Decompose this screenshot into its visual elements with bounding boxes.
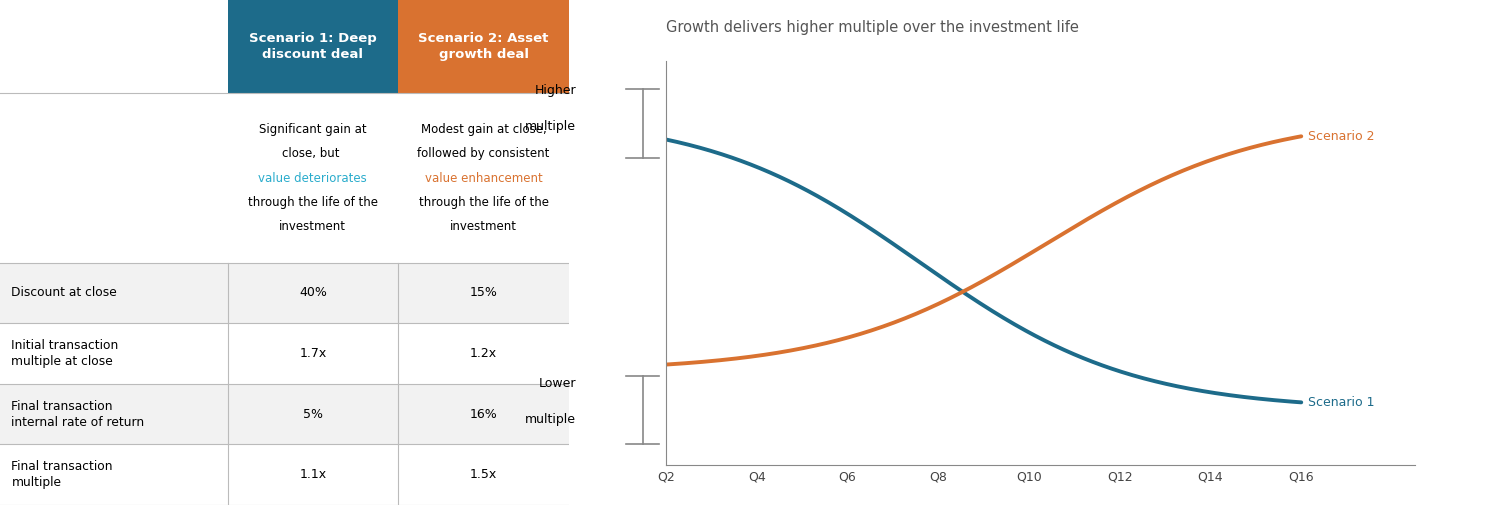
- Text: Scenario 2: Asset
growth deal: Scenario 2: Asset growth deal: [418, 32, 549, 62]
- Bar: [0, 444, 569, 505]
- Text: close, but: close, but: [283, 147, 343, 160]
- Text: multiple: multiple: [525, 120, 576, 133]
- Text: value deteriorates: value deteriorates: [259, 172, 367, 184]
- Text: value enhancement: value enhancement: [425, 172, 542, 184]
- Bar: [398, 0, 569, 93]
- Text: 16%: 16%: [470, 408, 497, 421]
- Text: investment: investment: [280, 220, 346, 233]
- Text: Scenario 1: Scenario 1: [1308, 396, 1374, 409]
- Text: through the life of the: through the life of the: [419, 196, 548, 209]
- Text: Final transaction
internal rate of return: Final transaction internal rate of retur…: [12, 399, 145, 429]
- Text: Modest gain at close,: Modest gain at close,: [421, 123, 546, 136]
- Text: Growth delivers higher multiple over the investment life: Growth delivers higher multiple over the…: [666, 20, 1079, 35]
- Text: Initial transaction
multiple at close: Initial transaction multiple at close: [12, 339, 118, 368]
- Text: 1.2x: 1.2x: [470, 347, 497, 360]
- Bar: [0, 384, 569, 444]
- Text: Significant gain at: Significant gain at: [259, 123, 367, 136]
- Text: Scenario 2: Scenario 2: [1308, 130, 1374, 143]
- Text: 40%: 40%: [299, 286, 326, 299]
- Text: multiple: multiple: [525, 413, 576, 426]
- Text: 5%: 5%: [302, 408, 323, 421]
- Text: 1.5x: 1.5x: [470, 468, 497, 481]
- Text: 1.7x: 1.7x: [299, 347, 326, 360]
- Text: 1.1x: 1.1x: [299, 468, 326, 481]
- Text: Scenario 1: Deep
discount deal: Scenario 1: Deep discount deal: [249, 32, 377, 62]
- Text: Higher: Higher: [534, 84, 576, 97]
- Text: 15%: 15%: [470, 286, 497, 299]
- Text: investment: investment: [451, 220, 516, 233]
- Bar: [0, 263, 569, 323]
- Text: Final transaction
multiple: Final transaction multiple: [12, 460, 112, 489]
- Text: Lower: Lower: [539, 377, 576, 390]
- Text: through the life of the: through the life of the: [249, 196, 377, 209]
- Text: Discount at close: Discount at close: [12, 286, 117, 299]
- Bar: [0, 93, 569, 263]
- Bar: [0, 323, 569, 384]
- Bar: [228, 0, 398, 93]
- Text: followed by consistent: followed by consistent: [418, 147, 549, 160]
